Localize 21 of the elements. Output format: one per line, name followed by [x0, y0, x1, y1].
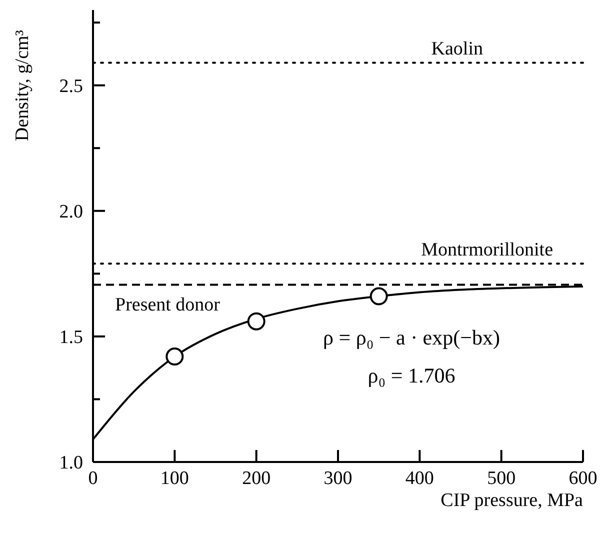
point: [166, 348, 184, 366]
y-axis-title: Density, g/cm³: [12, 30, 33, 142]
x-tick-label: 500: [487, 468, 516, 489]
ref-line-label: Kaolin: [431, 38, 484, 60]
x-tick-label: 400: [405, 468, 434, 489]
x-tick-label: 200: [242, 468, 271, 489]
x-tick-label: 600: [568, 468, 598, 489]
y-tick-label: 1.0: [59, 452, 83, 474]
annotation: ρ = ρ₀ − a · exp(−bx): [323, 325, 500, 350]
x-tick-label: 300: [324, 468, 352, 489]
annotation: ρ₀ = 1.706: [368, 363, 456, 388]
y-tick-label: 1.5: [59, 327, 83, 348]
point: [247, 312, 266, 330]
x-axis-title: CIP pressure, MPa: [440, 490, 584, 511]
y-tick-label: 2.0: [59, 202, 83, 223]
ref-line-label: Present donor: [115, 294, 221, 316]
x-tick-label: 100: [160, 468, 189, 489]
x-tick-label: 0: [88, 468, 98, 489]
point: [370, 287, 388, 306]
y-tick-label: 2.5: [59, 76, 83, 97]
ref-line-label: Montrmorillonite: [421, 240, 553, 261]
